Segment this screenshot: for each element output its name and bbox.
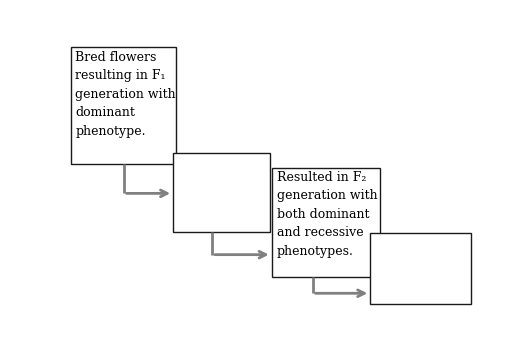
Bar — [370, 233, 471, 304]
Bar — [71, 47, 176, 164]
Bar — [271, 168, 381, 277]
Text: Resulted in F₂
generation with
both dominant
and recessive
phenotypes.: Resulted in F₂ generation with both domi… — [277, 171, 377, 258]
Text: Bred flowers
resulting in F₁
generation with
dominant
phenotype.: Bred flowers resulting in F₁ generation … — [75, 51, 176, 138]
Bar — [173, 153, 270, 232]
